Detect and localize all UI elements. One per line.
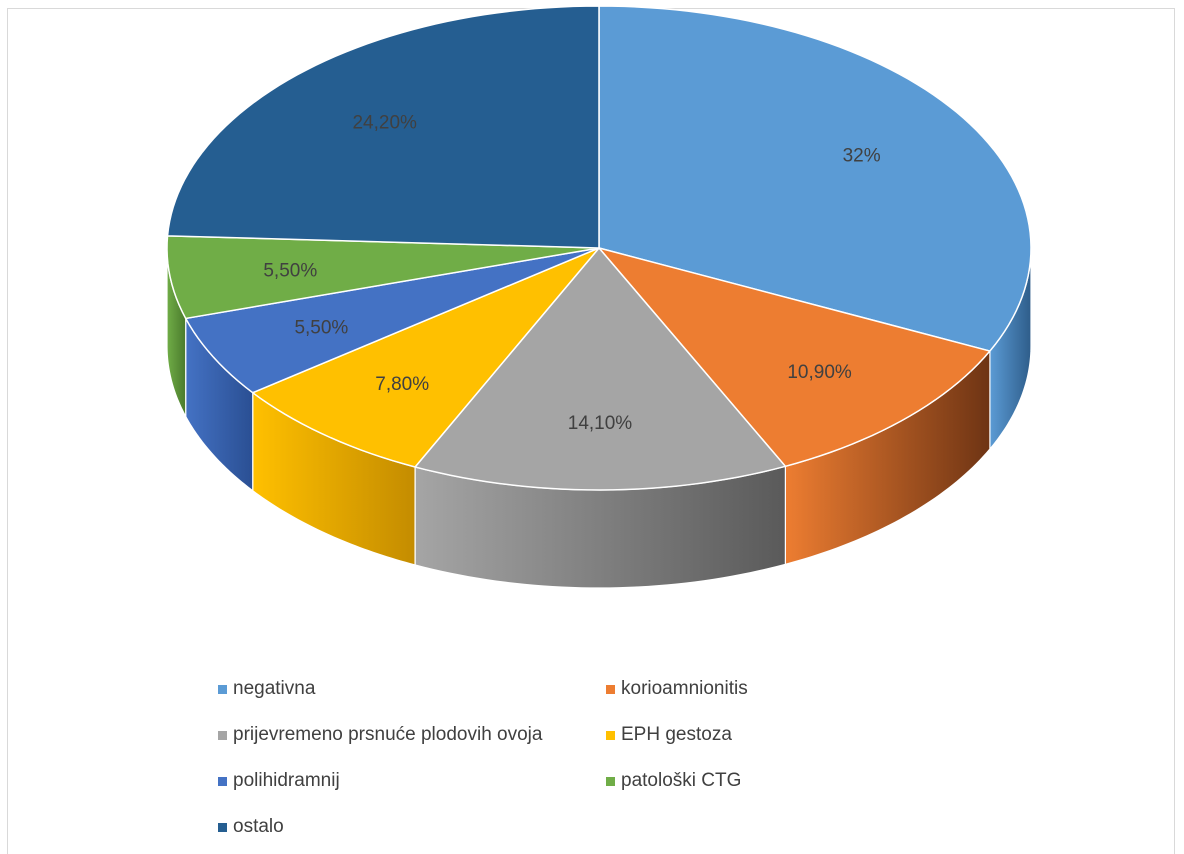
data-label: 5,50% [294, 318, 348, 339]
legend-item: polihidramnij [218, 766, 340, 796]
data-label: 10,90% [787, 362, 852, 383]
legend-label: ostalo [233, 816, 284, 837]
data-label: 32% [843, 146, 881, 167]
legend-item: negativna [218, 674, 315, 704]
legend-swatch [218, 822, 227, 832]
legend-item: prijevremeno prsnuće plodovih ovoja [218, 720, 542, 750]
legend-label: negativna [233, 678, 316, 699]
legend-label: korioamnionitis [621, 678, 748, 699]
legend-label: polihidramnij [233, 770, 340, 791]
pie-slice-ostalo [166, 5, 600, 249]
data-label: 24,20% [352, 113, 417, 134]
data-label: 5,50% [263, 260, 317, 281]
legend-swatch [606, 776, 615, 786]
pie-slice-patolo-ki-ctg [166, 235, 600, 320]
legend-swatch [606, 730, 615, 740]
pie-slice-polihidramnij [184, 247, 600, 394]
legend-swatch [218, 776, 227, 786]
legend-item: patološki CTG [606, 766, 741, 796]
pie-slice-eph-gestoza [251, 247, 600, 468]
pie-slice-prijevremeno-prsnu-e-plodovih-ovoja [414, 247, 787, 491]
pie-chart: 32% 10,90% 14,10% 7,80% 5,50% 5,50% 24,20% [166, 5, 1032, 589]
pie-slice-korioamnionitis [598, 247, 991, 468]
data-label: 14,10% [568, 413, 633, 434]
legend-label: EPH gestoza [621, 724, 732, 745]
legend-swatch [606, 684, 615, 694]
data-label: 7,80% [375, 374, 429, 395]
pie-slice-negativna [598, 5, 1032, 352]
legend-swatch [218, 684, 227, 694]
legend-label: prijevremeno prsnuće plodovih ovoja [233, 724, 543, 745]
legend-item: EPH gestoza [606, 720, 732, 750]
legend-label: patološki CTG [621, 770, 742, 791]
legend-item: korioamnionitis [606, 674, 748, 704]
legend-swatch [218, 730, 227, 740]
legend-item: ostalo [218, 812, 284, 842]
